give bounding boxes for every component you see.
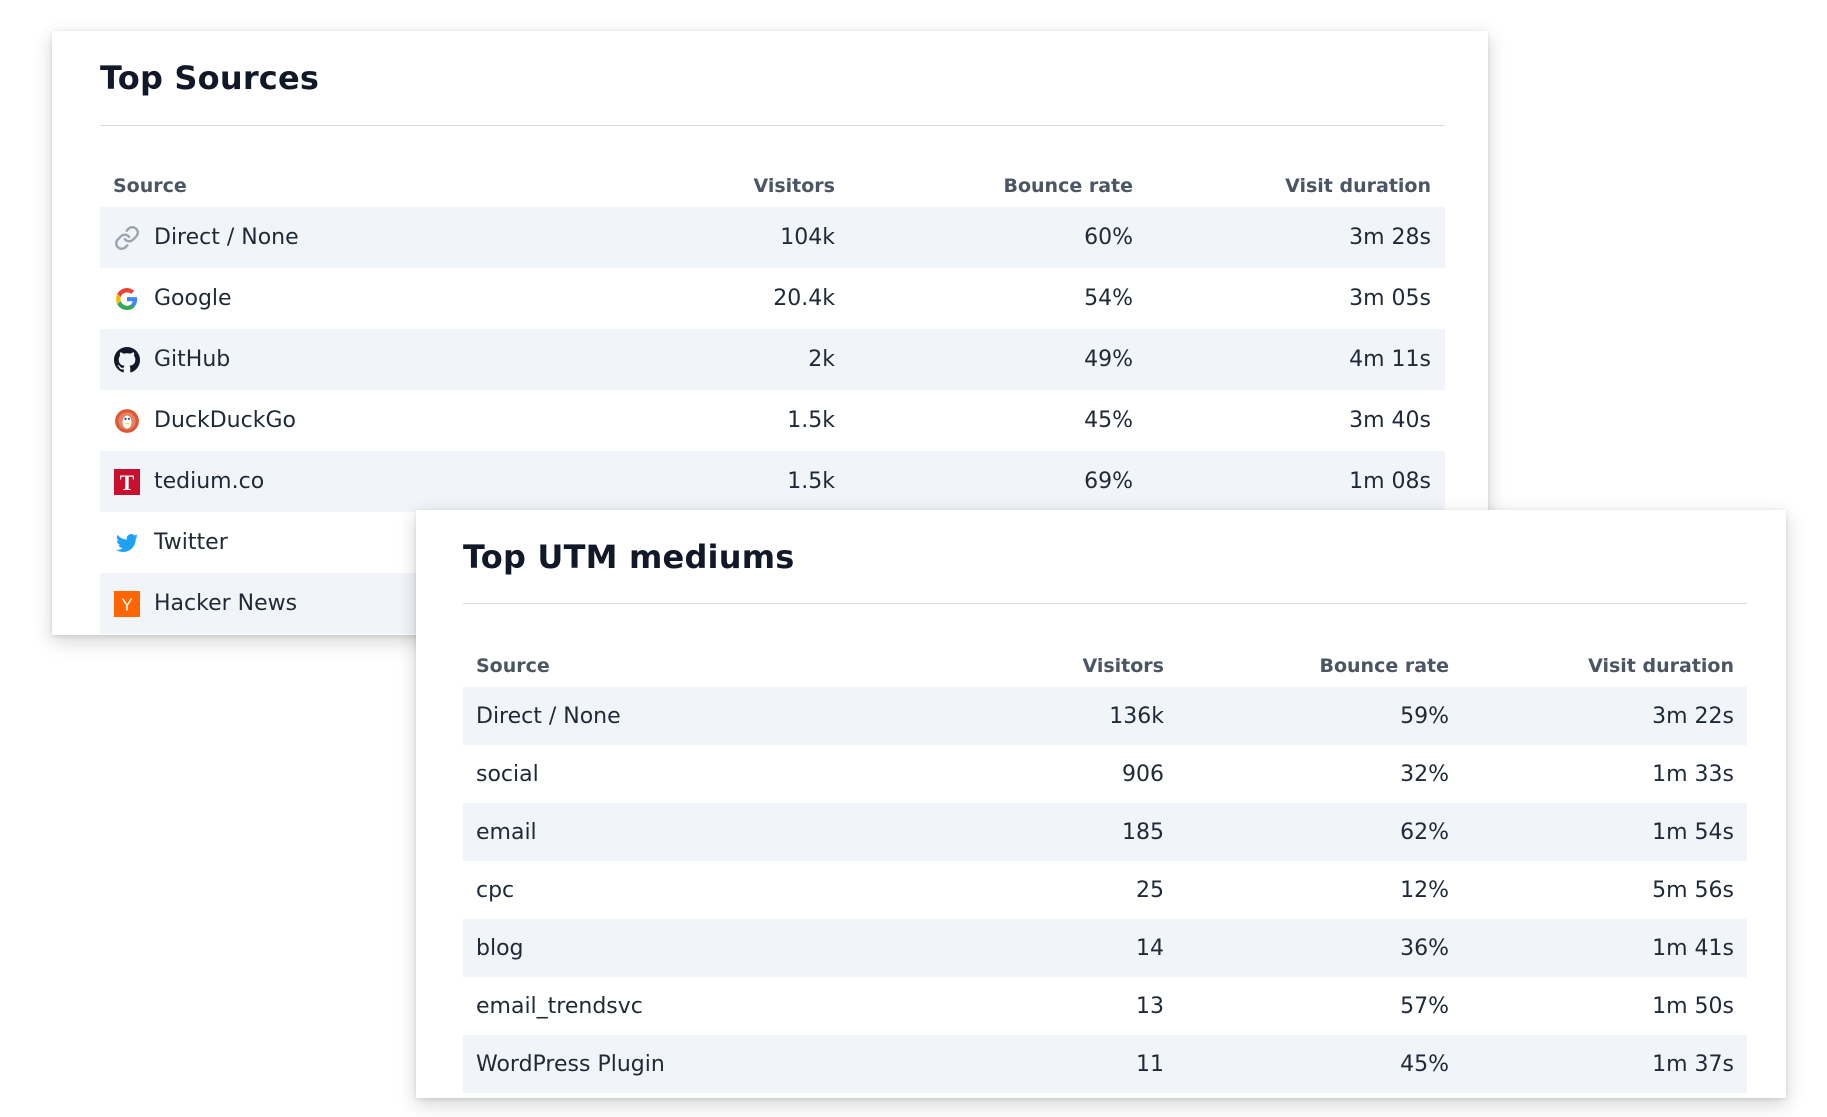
bounce-rate-value: 59% — [1400, 703, 1449, 729]
visitors-value: 136k — [1109, 703, 1164, 729]
bounce-rate-value: 54% — [1084, 286, 1133, 311]
visit-duration-column-header[interactable]: Visit duration — [1285, 175, 1431, 197]
bounce-rate-value: 49% — [1084, 347, 1133, 372]
source-column-header[interactable]: Source — [476, 655, 550, 677]
source-name[interactable]: DuckDuckGo — [154, 408, 296, 433]
top-sources-card: Top Sources Source Visitors Bounce rate … — [52, 31, 1488, 635]
table-row[interactable]: Direct / None 136k 59% 3m 22s — [463, 687, 1747, 745]
top-utm-mediums-table: Source Visitors Bounce rate Visit durati… — [463, 645, 1747, 1093]
bounce-rate-column-header[interactable]: Bounce rate — [1319, 655, 1449, 677]
source-name[interactable]: Twitter — [154, 530, 228, 555]
utm-medium-name[interactable]: cpc — [476, 877, 515, 903]
visit-duration-value: 1m 08s — [1349, 469, 1431, 494]
visitors-value: 104k — [780, 225, 835, 250]
table-header-row: Source Visitors Bounce rate Visit durati… — [463, 645, 1747, 687]
top-utm-mediums-card: Top UTM mediums Source Visitors Bounce r… — [416, 510, 1786, 1098]
twitter-icon — [113, 529, 141, 557]
source-name[interactable]: GitHub — [154, 347, 231, 372]
top-sources-title: Top Sources — [100, 59, 320, 97]
utm-medium-name[interactable]: WordPress Plugin — [476, 1051, 665, 1077]
bounce-rate-value: 57% — [1400, 993, 1449, 1019]
utm-medium-name[interactable]: email_trendsvc — [476, 993, 643, 1019]
visitors-value: 2k — [808, 347, 835, 372]
table-row[interactable]: Direct / None 104k 60% 3m 28s — [100, 207, 1445, 268]
bounce-rate-value: 45% — [1400, 1051, 1449, 1077]
visit-duration-value: 1m 37s — [1652, 1051, 1734, 1077]
utm-medium-name[interactable]: social — [476, 761, 539, 787]
tedium-letter: T — [120, 471, 135, 495]
visit-duration-value: 1m 54s — [1652, 819, 1734, 845]
link-icon — [113, 224, 141, 252]
visit-duration-value: 3m 28s — [1349, 225, 1431, 250]
visitors-value: 185 — [1122, 819, 1164, 845]
top-utm-mediums-title: Top UTM mediums — [463, 538, 795, 576]
visit-duration-value: 1m 41s — [1652, 935, 1734, 961]
visit-duration-value: 4m 11s — [1349, 347, 1431, 372]
utm-medium-name[interactable]: Direct / None — [476, 703, 621, 729]
table-row[interactable]: Google 20.4k 54% 3m 05s — [100, 268, 1445, 329]
bounce-rate-value: 69% — [1084, 469, 1133, 494]
hacker-news-letter: Y — [121, 594, 133, 614]
top-sources-divider — [100, 125, 1445, 126]
table-row[interactable]: email_trendsvc 13 57% 1m 50s — [463, 977, 1747, 1035]
visit-duration-value: 3m 40s — [1349, 408, 1431, 433]
visitors-value: 1.5k — [787, 469, 835, 494]
visit-duration-value: 1m 50s — [1652, 993, 1734, 1019]
visitors-column-header[interactable]: Visitors — [753, 175, 835, 197]
bounce-rate-value: 45% — [1084, 408, 1133, 433]
tedium-icon: T — [113, 468, 141, 496]
table-row[interactable]: T tedium.co 1.5k 69% 1m 08s — [100, 451, 1445, 512]
bounce-rate-value: 12% — [1400, 877, 1449, 903]
utm-medium-name[interactable]: blog — [476, 935, 524, 961]
source-name[interactable]: Google — [154, 286, 232, 311]
visitors-value: 11 — [1136, 1051, 1164, 1077]
bounce-rate-column-header[interactable]: Bounce rate — [1003, 175, 1133, 197]
visit-duration-column-header[interactable]: Visit duration — [1588, 655, 1734, 677]
utm-medium-name[interactable]: email — [476, 819, 537, 845]
source-name[interactable]: Direct / None — [154, 225, 299, 250]
table-row[interactable]: Twitter — [100, 512, 1445, 573]
table-row[interactable]: cpc 25 12% 5m 56s — [463, 861, 1747, 919]
hacker-news-icon: Y — [113, 590, 141, 618]
table-row[interactable]: social 906 32% 1m 33s — [463, 745, 1747, 803]
visit-duration-value: 3m 22s — [1652, 703, 1734, 729]
table-header-row: Source Visitors Bounce rate Visit durati… — [100, 165, 1445, 207]
visitors-value: 25 — [1136, 877, 1164, 903]
table-row[interactable]: WordPress Plugin 11 45% 1m 37s — [463, 1035, 1747, 1093]
visit-duration-value: 3m 05s — [1349, 286, 1431, 311]
duckduckgo-icon — [113, 407, 141, 435]
github-icon — [113, 346, 141, 374]
visitors-column-header[interactable]: Visitors — [1082, 655, 1164, 677]
table-row[interactable]: blog 14 36% 1m 41s — [463, 919, 1747, 977]
source-name[interactable]: tedium.co — [154, 469, 265, 494]
table-row[interactable]: email 185 62% 1m 54s — [463, 803, 1747, 861]
visitors-value: 1.5k — [787, 408, 835, 433]
table-row[interactable]: DuckDuckGo 1.5k 45% 3m 40s — [100, 390, 1445, 451]
visitors-value: 13 — [1136, 993, 1164, 1019]
bounce-rate-value: 62% — [1400, 819, 1449, 845]
visitors-value: 14 — [1136, 935, 1164, 961]
visit-duration-value: 1m 33s — [1652, 761, 1734, 787]
google-icon — [113, 285, 141, 313]
bounce-rate-value: 32% — [1400, 761, 1449, 787]
source-name[interactable]: Hacker News — [154, 591, 298, 616]
bounce-rate-value: 36% — [1400, 935, 1449, 961]
visitors-value: 20.4k — [773, 286, 835, 311]
bounce-rate-value: 60% — [1084, 225, 1133, 250]
source-column-header[interactable]: Source — [113, 175, 187, 197]
table-row[interactable]: GitHub 2k 49% 4m 11s — [100, 329, 1445, 390]
visit-duration-value: 5m 56s — [1652, 877, 1734, 903]
visitors-value: 906 — [1122, 761, 1164, 787]
top-utm-mediums-divider — [463, 603, 1747, 604]
